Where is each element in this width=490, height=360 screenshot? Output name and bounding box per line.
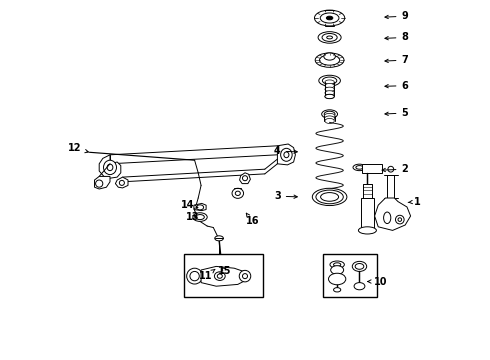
Ellipse shape: [325, 118, 334, 123]
Circle shape: [243, 274, 247, 279]
Text: 7: 7: [385, 55, 408, 65]
Text: 16: 16: [245, 213, 259, 226]
Circle shape: [239, 270, 251, 282]
Text: 4: 4: [274, 146, 297, 156]
Polygon shape: [277, 144, 295, 165]
Ellipse shape: [384, 212, 391, 224]
Ellipse shape: [354, 283, 365, 290]
Polygon shape: [99, 155, 121, 178]
Ellipse shape: [325, 80, 334, 84]
Ellipse shape: [320, 13, 339, 23]
Text: 2: 2: [382, 164, 408, 174]
Ellipse shape: [215, 236, 223, 241]
Ellipse shape: [325, 91, 334, 95]
Ellipse shape: [320, 193, 339, 201]
Ellipse shape: [324, 111, 335, 117]
Text: 1: 1: [408, 197, 420, 207]
Text: 14: 14: [181, 200, 198, 210]
Ellipse shape: [328, 273, 346, 285]
Ellipse shape: [281, 148, 292, 161]
Ellipse shape: [334, 263, 341, 266]
Bar: [387, 175, 394, 198]
Bar: [361, 198, 374, 230]
Bar: [184, 254, 263, 297]
Text: 13: 13: [186, 212, 200, 222]
Circle shape: [243, 176, 247, 181]
Text: 6: 6: [385, 81, 408, 91]
Ellipse shape: [352, 261, 367, 271]
Circle shape: [96, 180, 103, 187]
Ellipse shape: [318, 32, 341, 43]
Ellipse shape: [196, 215, 204, 220]
Ellipse shape: [358, 227, 376, 234]
Ellipse shape: [322, 77, 337, 84]
Bar: [363, 184, 372, 202]
Ellipse shape: [327, 36, 333, 39]
Ellipse shape: [215, 272, 225, 280]
Ellipse shape: [312, 188, 347, 206]
Polygon shape: [201, 266, 247, 286]
Ellipse shape: [217, 274, 222, 278]
Ellipse shape: [324, 116, 335, 121]
Ellipse shape: [334, 288, 341, 292]
Ellipse shape: [325, 84, 334, 88]
Polygon shape: [95, 176, 110, 189]
Ellipse shape: [325, 87, 334, 91]
Ellipse shape: [235, 191, 240, 195]
Circle shape: [398, 218, 402, 221]
Ellipse shape: [353, 164, 366, 171]
Circle shape: [388, 199, 393, 204]
Ellipse shape: [324, 113, 335, 118]
Ellipse shape: [319, 75, 341, 86]
Text: 5: 5: [385, 108, 408, 118]
Ellipse shape: [316, 190, 343, 204]
Polygon shape: [116, 177, 128, 188]
Circle shape: [388, 166, 393, 172]
Ellipse shape: [325, 94, 334, 99]
Text: 8: 8: [385, 32, 408, 42]
Ellipse shape: [324, 53, 335, 60]
Ellipse shape: [196, 205, 204, 210]
Text: 9: 9: [385, 11, 408, 21]
Circle shape: [120, 180, 124, 185]
Ellipse shape: [103, 160, 117, 175]
Ellipse shape: [330, 261, 344, 268]
Bar: [362, 164, 382, 173]
Ellipse shape: [193, 213, 207, 221]
Ellipse shape: [315, 10, 345, 26]
Ellipse shape: [319, 55, 340, 65]
Ellipse shape: [321, 110, 338, 118]
Circle shape: [187, 268, 202, 284]
Bar: [323, 254, 377, 297]
Circle shape: [190, 271, 199, 281]
Text: 3: 3: [274, 191, 297, 201]
Ellipse shape: [326, 16, 333, 20]
Ellipse shape: [322, 33, 337, 41]
Circle shape: [395, 215, 404, 224]
Text: 15: 15: [218, 266, 232, 276]
Polygon shape: [194, 203, 206, 211]
Text: 10: 10: [368, 276, 388, 287]
Text: 11: 11: [198, 269, 215, 282]
Ellipse shape: [315, 53, 344, 67]
Ellipse shape: [356, 166, 363, 169]
Polygon shape: [374, 198, 411, 230]
Ellipse shape: [355, 264, 364, 269]
Ellipse shape: [217, 263, 226, 268]
Polygon shape: [240, 173, 250, 184]
Ellipse shape: [284, 152, 289, 158]
Ellipse shape: [325, 94, 334, 99]
Ellipse shape: [107, 164, 113, 171]
Text: 12: 12: [68, 143, 88, 153]
Ellipse shape: [232, 188, 244, 198]
Ellipse shape: [331, 266, 343, 274]
